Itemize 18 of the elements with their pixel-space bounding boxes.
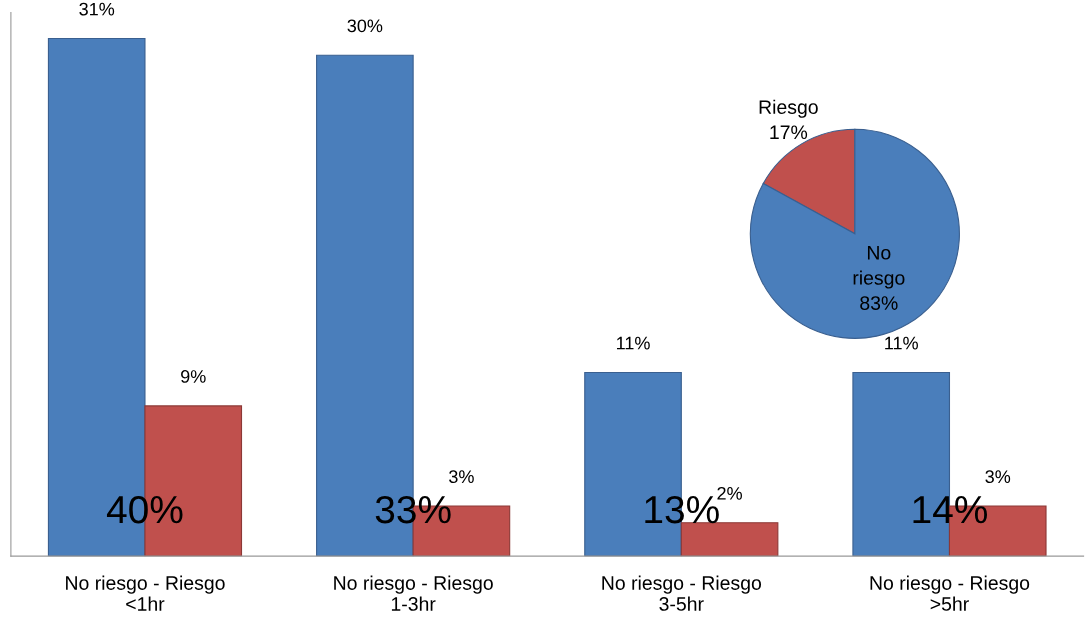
total-label: 13%: [645, 495, 719, 524]
bar: [680, 522, 779, 557]
data-label: 2%: [717, 486, 742, 500]
data-label: 30%: [347, 19, 383, 33]
slice-label: Riesgo: [759, 99, 818, 118]
slice-label: No riesgo: [853, 246, 905, 289]
data-label: 17%: [770, 125, 808, 140]
data-label: 31%: [79, 2, 115, 16]
data-label: 83%: [860, 296, 898, 310]
x-tick-label: No riesgo - Riesgo >5hr: [870, 575, 1030, 611]
x-tick-label: No riesgo - Riesgo 1-3hr: [334, 575, 493, 611]
data-label: 11%: [617, 336, 650, 350]
x-tick-label: No riesgo - Riesgo 3-5hr: [602, 575, 762, 611]
data-label: 3%: [449, 470, 474, 484]
x-tick-label: No riesgo - Riesgo <1hr: [66, 575, 225, 611]
data-label: 9%: [181, 370, 206, 383]
data-label: 3%: [985, 470, 1011, 484]
data-label: 11%: [885, 336, 918, 350]
